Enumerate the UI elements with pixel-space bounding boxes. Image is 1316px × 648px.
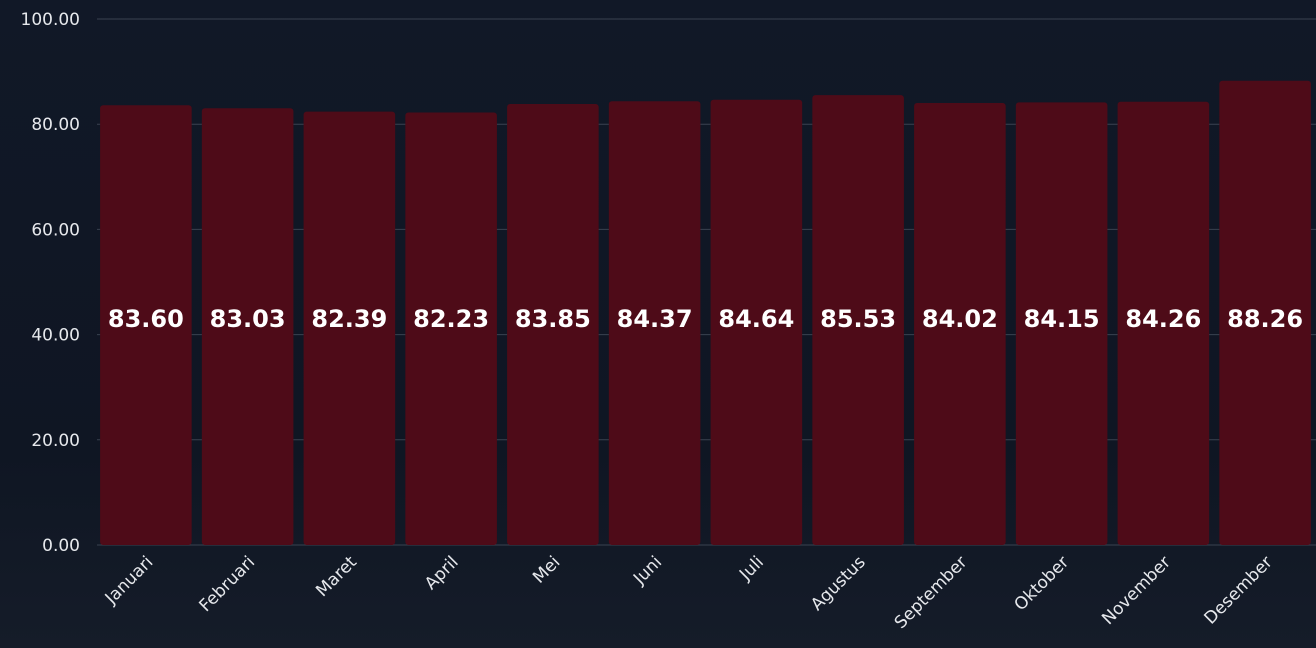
x-tick-label: Juli bbox=[735, 552, 768, 585]
x-tick-label: Mei bbox=[529, 552, 564, 587]
x-tick-label: Februari bbox=[196, 552, 260, 616]
x-tick-label: Maret bbox=[312, 552, 361, 601]
y-tick-label: 100.00 bbox=[21, 10, 80, 30]
y-tick-label: 0.00 bbox=[42, 536, 80, 556]
y-tick-label: 40.00 bbox=[31, 326, 80, 346]
bar bbox=[914, 103, 1006, 545]
bar bbox=[201, 108, 294, 545]
bar bbox=[710, 99, 803, 545]
x-tick-label: Juni bbox=[629, 552, 666, 589]
bar bbox=[1117, 101, 1210, 546]
bar bbox=[812, 95, 904, 546]
value-label: 84.02 bbox=[922, 305, 998, 333]
value-label: 84.26 bbox=[1125, 305, 1201, 333]
value-label: 88.26 bbox=[1227, 305, 1303, 333]
x-tick-label: April bbox=[421, 552, 463, 594]
bar bbox=[608, 101, 701, 545]
value-label: 85.53 bbox=[820, 305, 896, 333]
x-tick-label: September bbox=[891, 552, 972, 633]
x-tick-label: Agustus bbox=[807, 552, 870, 615]
value-label: 83.85 bbox=[515, 305, 591, 333]
bar bbox=[1015, 102, 1108, 545]
x-tick-label: Oktober bbox=[1011, 552, 1074, 615]
x-tick-label: Januari bbox=[101, 552, 158, 609]
x-tick-label: Desember bbox=[1201, 552, 1277, 628]
value-label: 84.15 bbox=[1024, 305, 1100, 333]
value-label: 83.60 bbox=[108, 305, 184, 333]
value-label: 84.64 bbox=[718, 305, 794, 333]
y-tick-label: 80.00 bbox=[31, 115, 80, 135]
bar bbox=[303, 111, 396, 545]
y-tick-label: 20.00 bbox=[31, 431, 80, 451]
value-label: 83.03 bbox=[210, 305, 286, 333]
value-label: 84.37 bbox=[617, 305, 693, 333]
bar bbox=[1219, 80, 1311, 545]
y-tick-label: 60.00 bbox=[31, 220, 80, 240]
bar bbox=[100, 105, 192, 545]
value-label: 82.23 bbox=[413, 305, 489, 333]
value-label: 82.39 bbox=[311, 305, 387, 333]
x-tick-label: November bbox=[1098, 552, 1175, 629]
bar bbox=[507, 103, 599, 545]
bar bbox=[405, 112, 497, 545]
